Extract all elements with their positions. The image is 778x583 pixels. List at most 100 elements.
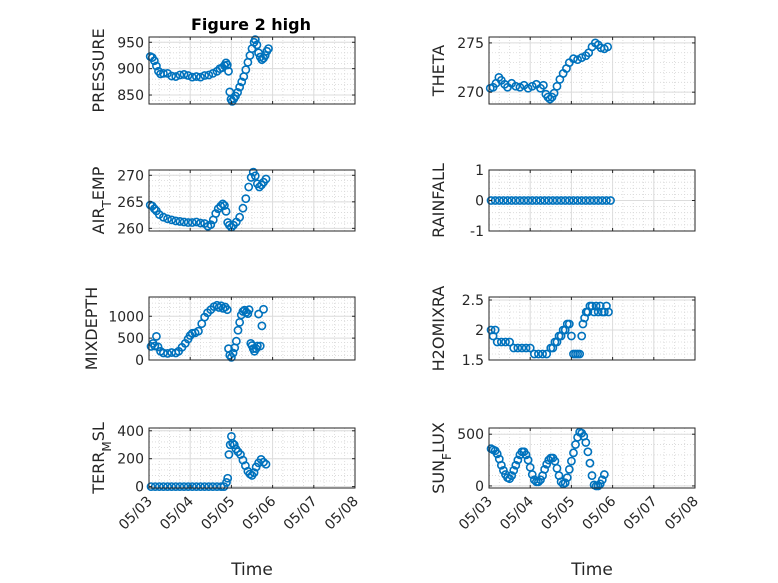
y-axis-label: THETA xyxy=(429,45,448,97)
data-point xyxy=(264,44,273,54)
data-point xyxy=(577,196,587,205)
y-tick-label: 500 xyxy=(457,427,484,443)
data-point xyxy=(250,171,260,181)
y-tick-label: 200 xyxy=(117,452,144,468)
data-point xyxy=(179,70,189,79)
chart-rainfall: -1 0 1 RAINFALL xyxy=(429,163,696,240)
data-point xyxy=(246,173,256,182)
data-point xyxy=(187,482,197,492)
data-point xyxy=(175,70,185,80)
x-tick-label: 05/05 xyxy=(198,494,238,534)
data-point xyxy=(163,214,172,224)
data-point xyxy=(179,482,189,492)
data-point xyxy=(593,481,603,491)
y-tick-label: 950 xyxy=(117,35,144,51)
data-point xyxy=(159,348,168,358)
data-point xyxy=(499,196,508,205)
data-point xyxy=(538,349,547,359)
x-axis-label: Time xyxy=(230,560,273,580)
chart-mixdepth: 0 500 1000 MIXDEPTH xyxy=(82,287,356,370)
data-point xyxy=(536,475,545,485)
data-point xyxy=(513,455,523,465)
x-tick-label: 05/04 xyxy=(497,493,537,533)
data-point xyxy=(233,87,242,97)
axes-box xyxy=(148,427,356,489)
data-point xyxy=(543,92,553,102)
data-point xyxy=(513,343,523,353)
data-point xyxy=(599,470,609,479)
data-point xyxy=(171,216,181,226)
data-point xyxy=(527,470,537,479)
data-point xyxy=(187,72,197,82)
axes-box xyxy=(488,427,696,489)
data-point xyxy=(521,450,531,460)
data-point xyxy=(540,464,550,474)
data-point xyxy=(507,196,517,205)
y-tick-label: 1.5 xyxy=(462,353,484,369)
data-point xyxy=(544,196,554,205)
data-point xyxy=(196,72,205,82)
data-point xyxy=(587,471,597,480)
x-tick-label: 05/06 xyxy=(240,493,280,533)
data-point xyxy=(509,466,519,475)
data-point xyxy=(531,196,541,205)
data-point xyxy=(200,71,210,80)
data-point xyxy=(578,319,588,329)
data-point xyxy=(219,201,229,210)
data-point xyxy=(237,77,247,87)
data-point xyxy=(538,80,548,90)
data-point xyxy=(159,482,168,492)
y-tick-label: 400 xyxy=(117,424,144,440)
data-point xyxy=(224,450,234,459)
data-point xyxy=(569,196,578,205)
data-point xyxy=(226,352,236,362)
data-point xyxy=(216,201,226,211)
x-tick-label: 05/07 xyxy=(621,494,661,534)
data-point xyxy=(503,196,512,205)
data-point xyxy=(517,343,527,353)
data-point xyxy=(548,196,558,205)
data-point xyxy=(191,217,201,227)
data-point xyxy=(194,326,203,336)
data-point xyxy=(540,196,550,205)
data-point xyxy=(556,196,566,205)
data-point xyxy=(216,482,226,492)
data-point xyxy=(597,475,607,485)
data-point xyxy=(577,331,587,341)
data-point xyxy=(146,482,156,492)
data-point xyxy=(515,196,525,205)
data-point xyxy=(581,438,591,447)
data-point xyxy=(183,482,193,492)
data-point xyxy=(575,349,585,359)
data-point xyxy=(235,82,245,92)
data-point xyxy=(496,337,506,347)
data-point xyxy=(196,218,205,228)
data-point xyxy=(509,343,519,353)
y-tick-label: 270 xyxy=(117,168,144,184)
data-point xyxy=(229,440,239,450)
figure-title: Figure 2 high xyxy=(191,15,311,34)
y-axis-label: MIXDEPTH xyxy=(82,287,101,370)
data-point xyxy=(525,343,535,353)
data-point xyxy=(545,94,555,104)
y-tick-label: 265 xyxy=(117,195,144,211)
x-tick-label: 05/04 xyxy=(157,493,197,533)
data-point xyxy=(204,70,214,80)
data-point xyxy=(260,51,270,60)
x-tick-label: 05/08 xyxy=(662,494,702,534)
data-point xyxy=(562,473,572,483)
y-tick-label: 2 xyxy=(475,323,484,339)
data-point xyxy=(163,349,172,358)
data-point xyxy=(259,457,268,467)
data-point xyxy=(153,342,163,352)
data-point xyxy=(187,218,197,227)
data-point xyxy=(515,82,525,92)
data-point xyxy=(218,199,228,209)
y-axis-label: H2OMIXRA xyxy=(429,286,448,372)
y-axis-label: PRESSURE xyxy=(89,28,108,112)
data-point xyxy=(255,341,265,351)
data-point xyxy=(564,319,574,329)
data-point xyxy=(569,54,578,64)
data-point xyxy=(536,196,545,205)
